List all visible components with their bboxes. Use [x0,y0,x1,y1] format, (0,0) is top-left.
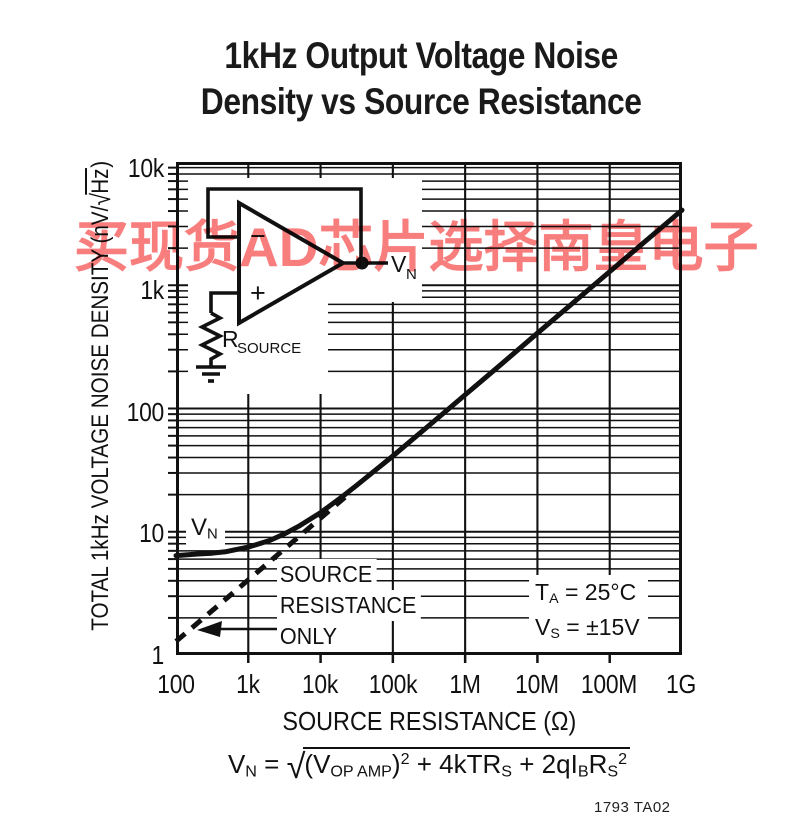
noise-curves [173,207,685,644]
annotation-line-2: RESISTANCE [277,590,422,621]
output-node-dot [355,256,369,270]
x-tick-100: 100 [157,669,195,699]
resistor-zigzag-icon [197,311,225,367]
plot-frame [176,162,682,655]
annotation-line-1: SOURCE [277,559,378,590]
x-tick-100M: 100M [580,669,638,699]
x-tick-10k: 10k [301,669,339,699]
x-axis-title: SOURCE RESISTANCE (Ω) [282,706,576,736]
opamp-triangle-icon [237,199,348,327]
y-tick-1: 1 [151,640,165,670]
noninverting-input-wire [209,291,239,313]
plot-area: − + V N R SOURCE [168,162,685,663]
vn-output-label-sub: N [406,266,417,283]
sqrt-symbol: √ [286,748,306,786]
chart-title: 1kHz Output Voltage Noise Density vs Sou… [0,33,785,125]
annotation-line-3: ONLY [277,621,342,652]
noise-formula: VN = √(VOP AMP)2 + 4kTRS + 2qIBRS2 [156,747,702,784]
plot-canvas: − + V N R SOURCE [168,162,685,663]
y-tick-10: 10 [139,518,164,548]
rsource-label-sub: SOURCE [237,340,301,357]
dashed-curve-arrow [197,621,280,637]
y-tick-10k: 10k [127,153,164,183]
x-tick-100k: 100k [368,669,418,699]
vn-curve-label: VN [186,513,225,546]
x-tick-10M: 10M [515,669,559,699]
noninverting-input-label: + [250,278,266,308]
x-tick-1M: 1M [449,669,481,699]
inverting-input-label: − [250,221,266,251]
feedback-wire [206,187,363,263]
condition-temperature: TA = 25°C [535,579,637,608]
opamp-circuit-inset [196,187,388,383]
rsource-label: R [222,326,239,352]
curve-vn-total [173,207,685,559]
vn-output-label: V [391,251,407,277]
curve-source-resistance-only [174,491,351,644]
figure-code: 1793 TA02 [594,799,671,816]
condition-supply: VS = ±15V [535,614,640,643]
test-conditions: TA = 25°C VS = ±15V [529,575,648,653]
chart-title-line2: Density vs Source Resistance [200,81,642,122]
x-tick-1k: 1k [236,669,260,699]
sqrt-symbol: √ [86,192,116,206]
x-tick-1G: 1G [665,669,697,699]
y-tick-1k: 1k [140,275,164,305]
y-tick-100: 100 [126,397,165,427]
chart-title-line1: 1kHz Output Voltage Noise [224,35,618,76]
circuit-labels: − + V N R SOURCE [222,221,417,357]
dashed-curve-annotation: SOURCE RESISTANCE ONLY [277,559,430,652]
